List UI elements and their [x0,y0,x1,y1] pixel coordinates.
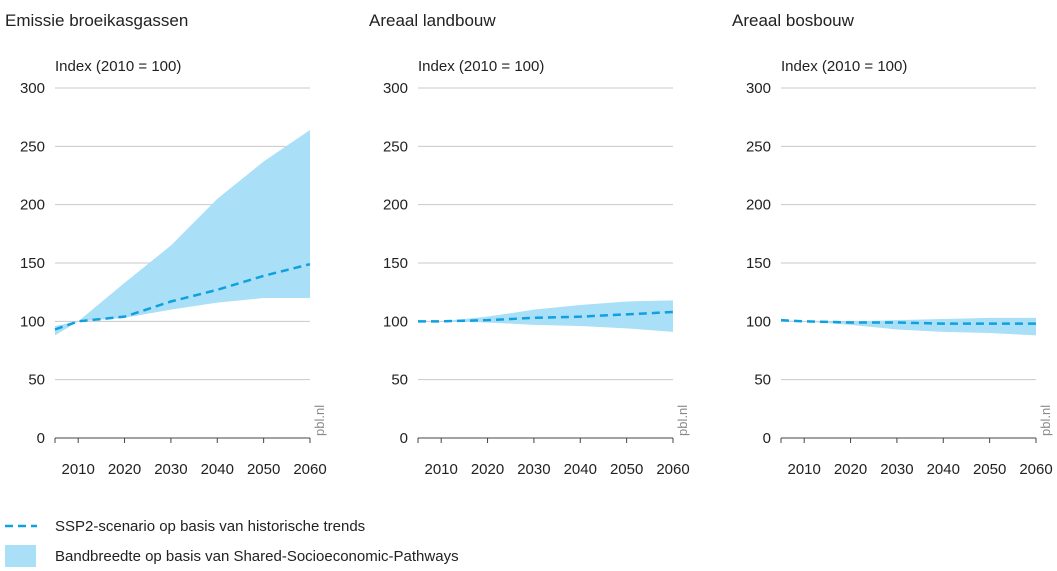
y-tick-label: 200 [20,197,45,214]
y-tick-label: 300 [383,80,408,97]
legend-item-ssp2-line: SSP2-scenario op basis van historische t… [5,518,365,535]
legend-label: Bandbreedte op basis van Shared-Socioeco… [55,548,459,565]
x-tick-label: 2050 [973,461,1006,478]
x-tick-label: 2020 [471,461,504,478]
ssp-band-area [781,317,1036,336]
ssp2-dashed-line [418,310,674,323]
y-tick-label: 250 [746,138,771,155]
y-tick-label: 0 [400,430,408,447]
y-tick-label: 0 [37,430,45,447]
legend-swatch-band [5,545,36,567]
y-axis-label: Index (2010 = 100) [55,58,181,75]
x-tick-label: 2060 [656,461,689,478]
y-tick-label: 150 [20,255,45,272]
y-axis-label: Index (2010 = 100) [418,58,544,75]
x-tick-label: 2040 [927,461,960,478]
x-tick-label: 2010 [787,461,820,478]
y-axis-label: Index (2010 = 100) [781,58,907,75]
y-tick-label: 200 [746,197,771,214]
y-tick-label: 300 [20,80,45,97]
y-tick-label: 100 [746,313,771,330]
legend-item-band: Bandbreedte op basis van Shared-Socioeco… [5,545,459,567]
x-tick-label: 2030 [517,461,550,478]
panel-areaal-bosbouw: Areaal bosbouw Index (2010 = 100) 0 50 100… [732,11,1053,478]
ssp2-dashed-line [54,262,311,331]
legend: SSP2-scenario op basis van historische t… [5,518,459,567]
source-label: pbl.nl [312,405,327,436]
x-tick-label: 2060 [293,461,326,478]
panel-emissie-broeikasgassen: Emissie broeikasgassen Index (2010 = 100… [5,11,327,478]
ssp2-dashed-line [780,318,1036,325]
y-tick-label: 50 [28,372,45,389]
gridlines [781,87,1036,381]
y-tick-label: 0 [763,430,771,447]
y-tick-label: 100 [20,313,45,330]
x-tick-label: 2010 [424,461,457,478]
y-tick-label: 300 [746,80,771,97]
legend-label: SSP2-scenario op basis van historische t… [55,518,365,535]
gridlines [418,87,673,381]
chart-title: Areaal bosbouw [732,11,855,30]
y-tick-label: 250 [383,138,408,155]
source-label: pbl.nl [675,405,690,436]
y-tick-label: 150 [383,255,408,272]
panel-areaal-landbouw: Areaal landbouw Index (2010 = 100) 0 50 10… [369,11,690,478]
x-tick-label: 2020 [834,461,867,478]
x-tick-label: 2010 [61,461,94,478]
y-tick-label: 100 [383,313,408,330]
y-tick-label: 50 [754,372,771,389]
x-tick-label: 2050 [610,461,643,478]
ssp-band-area [418,300,673,332]
chart-title: Emissie broeikasgassen [5,11,188,30]
source-label: pbl.nl [1038,405,1053,436]
y-tick-label: 150 [746,255,771,272]
x-tick-label: 2030 [154,461,187,478]
x-tick-label: 2030 [880,461,913,478]
x-tick-label: 2060 [1019,461,1052,478]
x-tick-label: 2040 [201,461,234,478]
y-tick-label: 50 [391,372,408,389]
y-tick-label: 200 [383,197,408,214]
x-tick-label: 2020 [108,461,141,478]
y-tick-label: 250 [20,138,45,155]
chart-title: Areaal landbouw [369,11,496,30]
x-tick-label: 2040 [564,461,597,478]
ssp-band-area [55,130,310,336]
x-tick-label: 2050 [247,461,280,478]
